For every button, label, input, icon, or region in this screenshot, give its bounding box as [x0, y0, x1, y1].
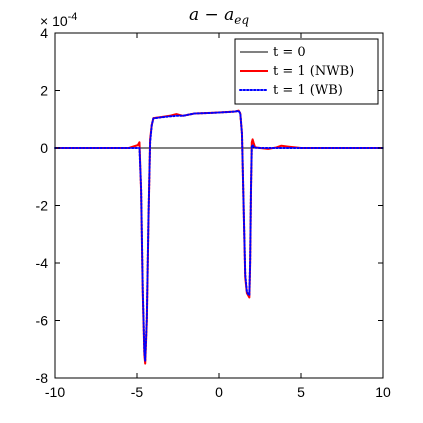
- chart-title-subscript: eq: [234, 13, 249, 27]
- legend-label-3: t = 1 (WB): [273, 83, 343, 98]
- y-exponent-power: -4: [68, 11, 78, 23]
- axis-layer: -10 -5 0 5 10 -8 -6 -4 -2 0 2 4: [36, 25, 391, 400]
- series-layer: [54, 109, 384, 365]
- y-exponent-base: × 10: [40, 13, 68, 29]
- x-tick-label: 5: [297, 384, 305, 400]
- legend: t = 0 t = 1 (NWB) t = 1 (WB): [234, 38, 379, 105]
- y-tick-label: -2: [36, 198, 49, 214]
- y-tick-label: 0: [40, 140, 48, 156]
- chart-title: a − aeq: [189, 5, 249, 27]
- legend-label-2: t = 1 (NWB): [273, 64, 354, 79]
- x-tick-label: -10: [45, 384, 65, 400]
- chart-title-main: a − a: [189, 5, 234, 25]
- series-line-3: [54, 109, 384, 362]
- x-tick-label: 10: [375, 384, 391, 400]
- legend-label-1: t = 0: [273, 45, 306, 60]
- y-tick-label: 2: [40, 83, 48, 99]
- y-tick-label: -8: [36, 370, 49, 386]
- y-tick-label: -6: [36, 313, 49, 329]
- y-tick-label: 4: [40, 25, 48, 41]
- x-tick-label: 0: [215, 384, 223, 400]
- y-axis-exponent: × 10-4: [40, 11, 77, 29]
- y-tick-label: -4: [36, 255, 49, 271]
- x-tick-label: -5: [131, 384, 144, 400]
